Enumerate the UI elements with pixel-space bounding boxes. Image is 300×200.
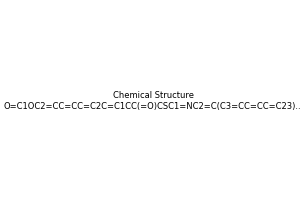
Text: Chemical Structure
O=C1OC2=CC=CC=C2C=C1CC(=O)CSC1=NC2=C(C3=CC=CC=C23)...: Chemical Structure O=C1OC2=CC=CC=C2C=C1C… [4, 91, 300, 111]
